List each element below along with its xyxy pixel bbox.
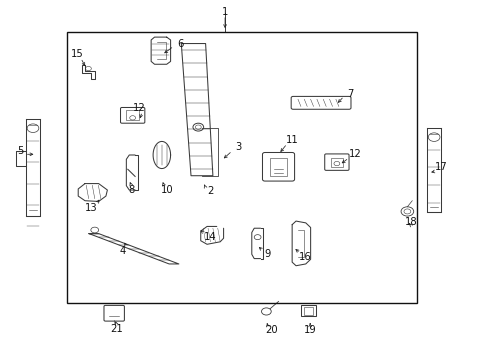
Bar [269,158,287,176]
Text: 21: 21 [110,324,123,334]
Text: 16: 16 [298,252,311,262]
Text: 9: 9 [264,249,270,259]
Text: 8: 8 [128,185,135,195]
Text: 15: 15 [70,49,83,59]
Text: 1: 1 [222,7,228,17]
Text: 14: 14 [203,232,216,242]
Text: 19: 19 [303,325,316,335]
Text: 2: 2 [207,186,213,196]
Text: 12: 12 [132,103,145,113]
Bar [304,307,312,315]
Text: 12: 12 [348,149,361,159]
Text: 17: 17 [434,162,447,172]
Bar [126,111,139,120]
Bar [330,158,343,167]
Text: 11: 11 [285,135,298,145]
Text: 10: 10 [160,185,173,195]
Text: 3: 3 [235,142,241,152]
Text: 7: 7 [346,89,353,99]
Text: 20: 20 [264,325,277,335]
Text: 6: 6 [177,39,183,49]
Bar [67,32,416,303]
Text: 18: 18 [404,217,417,227]
Text: 13: 13 [85,203,98,213]
Text: 5: 5 [18,146,24,156]
Text: 4: 4 [120,246,126,256]
Bar [301,305,315,316]
